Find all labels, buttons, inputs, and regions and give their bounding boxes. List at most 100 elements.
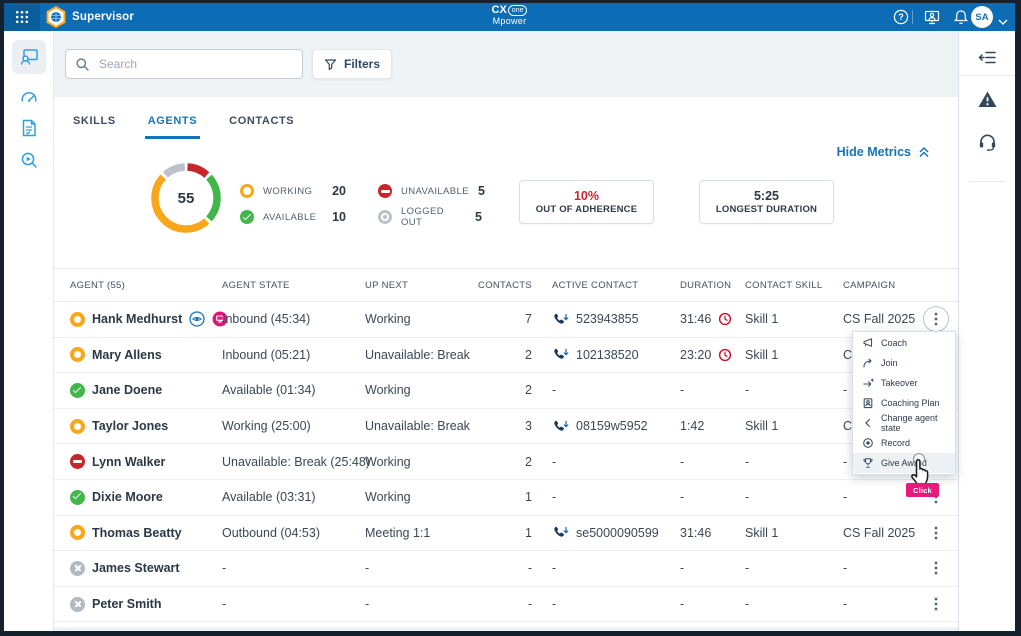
table-row[interactable]: Thomas Beatty Outbound (04:53) Meeting 1…	[54, 516, 958, 552]
campaign-cell: CS Fall 2025	[843, 516, 915, 551]
contact-skill-cell: -	[745, 551, 749, 586]
up-next-cell: Working	[365, 480, 411, 515]
alerts-warning-icon[interactable]	[977, 89, 998, 110]
contacts-cell: 1	[454, 480, 532, 515]
contacts-cell: 2	[454, 444, 532, 479]
agent-name: James Stewart	[92, 561, 180, 575]
up-next-cell: Meeting 1:1	[365, 516, 430, 551]
avatar-chevron-down-icon[interactable]	[998, 13, 1008, 31]
agent-state-cell: -	[222, 551, 226, 586]
menu-item-give-award[interactable]: Give Award	[853, 453, 955, 473]
sidebar-item-reports[interactable]	[19, 118, 39, 138]
svg-text:?: ?	[898, 12, 904, 22]
unavailable-icon	[378, 184, 392, 198]
contact-skill-cell: Skill 1	[745, 338, 778, 373]
screenshot-frame: Supervisor CX one Mpower ?	[0, 0, 1021, 636]
contact-skill-cell: -	[745, 587, 749, 622]
menu-item-coaching-plan[interactable]: Coaching Plan	[853, 393, 955, 413]
agent-state-cell: Working (25:00)	[222, 409, 311, 444]
agent-states-donut-chart: 55	[147, 159, 225, 237]
notifications-bell-icon[interactable]	[952, 8, 970, 26]
agent-state-cell: Inbound (05:21)	[222, 338, 310, 373]
table-row[interactable]: Jane Doene Available (01:34) Working 2 -…	[54, 373, 958, 409]
col-campaign[interactable]: CAMPAIGN	[843, 269, 895, 301]
menu-item-takeover[interactable]: Takeover	[853, 373, 955, 393]
contacts-cell: -	[454, 587, 532, 622]
duration-cell: -	[680, 587, 684, 622]
table-row[interactable]: Dixie Moore Available (03:31) Working 1 …	[54, 480, 958, 516]
menu-item-join[interactable]: Join	[853, 353, 955, 373]
agent-state-cell: -	[222, 587, 226, 622]
row-actions-kebab[interactable]	[923, 555, 949, 581]
user-avatar[interactable]: SA	[971, 6, 993, 28]
table-row[interactable]: James Stewart - - - - - - -	[54, 551, 958, 587]
table-row[interactable]: Taylor Jones Working (25:00) Unavailable…	[54, 409, 958, 445]
collapse-panel-icon[interactable]	[977, 47, 998, 68]
sidebar-divider	[959, 75, 1015, 76]
sidebar-item-dashboard-gauge[interactable]	[19, 87, 39, 107]
col-agent-state[interactable]: AGENT STATE	[222, 269, 290, 301]
out-of-adherence-card: 10% OUT OF ADHERENCE	[519, 180, 654, 224]
tab-contacts[interactable]: CONTACTS	[226, 105, 297, 139]
headset-icon[interactable]	[977, 131, 998, 152]
tab-agents[interactable]: AGENTS	[145, 105, 200, 139]
col-duration[interactable]: DURATION	[680, 269, 731, 301]
help-icon[interactable]: ?	[892, 8, 910, 26]
agent-name: Dixie Moore	[92, 490, 163, 504]
agent-name: Lynn Walker	[92, 455, 165, 469]
working-status-icon	[70, 525, 85, 540]
left-sidebar	[4, 31, 54, 631]
sidebar-item-interaction-search[interactable]	[19, 150, 39, 170]
agent-name: Hank Medhurst	[92, 312, 182, 326]
contacts-cell: 2	[454, 338, 532, 373]
search-input[interactable]	[65, 49, 303, 79]
menu-item-change-agent-state[interactable]: Change agent state	[853, 413, 955, 433]
table-row[interactable]: Mary Allens Inbound (05:21) Unavailable:…	[54, 338, 958, 374]
contacts-cell: -	[454, 551, 532, 586]
agent-state-cell: Inbound (45:34)	[222, 302, 310, 337]
duration-cell: 1:42	[680, 409, 704, 444]
join-arrow-icon	[862, 357, 874, 369]
tab-skills[interactable]: SKILLS	[70, 105, 119, 139]
filters-button[interactable]: Filters	[312, 49, 392, 79]
col-agent[interactable]: AGENT (55)	[70, 269, 125, 301]
col-active-contact[interactable]: ACTIVE CONTACT	[552, 269, 638, 301]
row-actions-kebab[interactable]	[923, 520, 949, 546]
table-row[interactable]: Hank Medhurst Inbound (45:34) Working 7	[54, 302, 958, 338]
logged-out-icon	[378, 210, 392, 224]
record-icon	[862, 437, 874, 449]
duration-cell: -	[680, 444, 684, 479]
table-row[interactable]: Lynn Walker Unavailable: Break (25:48) W…	[54, 444, 958, 480]
duration-cell: -	[680, 480, 684, 515]
row-actions-context-menu: Coach Join Takeover Coaching Plan Change…	[852, 331, 956, 475]
monitoring-eye-icon	[189, 311, 205, 327]
contact-skill-cell: -	[745, 480, 749, 515]
col-up-next[interactable]: UP NEXT	[365, 269, 408, 301]
coaching-plan-icon	[862, 397, 874, 409]
campaign-cell: -	[843, 373, 847, 408]
right-sidebar	[958, 31, 1015, 631]
unavailable-status-icon	[70, 454, 85, 469]
inbound-call-icon	[552, 348, 569, 361]
hide-metrics-link[interactable]: Hide Metrics	[837, 145, 930, 159]
duration-alert-clock-icon	[718, 348, 732, 362]
col-contact-skill[interactable]: CONTACT SKILL	[745, 269, 822, 301]
sidebar-item-supervisor[interactable]	[19, 47, 39, 67]
logged-out-status-icon	[70, 561, 85, 576]
header-divider	[912, 10, 913, 24]
menu-item-coach[interactable]: Coach	[853, 333, 955, 353]
menu-item-record[interactable]: Record	[853, 433, 955, 453]
click-badge: Click	[906, 483, 939, 497]
table-header: AGENT (55) AGENT STATE UP NEXT CONTACTS …	[54, 268, 958, 302]
contact-skill-cell: Skill 1	[745, 409, 778, 444]
inbound-call-icon	[552, 420, 569, 433]
col-contacts[interactable]: CONTACTS	[454, 269, 532, 301]
row-actions-kebab[interactable]	[923, 591, 949, 617]
agent-monitor-icon[interactable]	[923, 8, 941, 26]
agent-name: Jane Doene	[92, 383, 162, 397]
duration-alert-clock-icon	[718, 312, 732, 326]
app-launcher-button[interactable]	[4, 3, 40, 31]
row-actions-kebab[interactable]	[923, 306, 949, 332]
donut-total: 55	[147, 159, 225, 237]
table-row[interactable]: Peter Smith - - - - - - -	[54, 587, 958, 623]
